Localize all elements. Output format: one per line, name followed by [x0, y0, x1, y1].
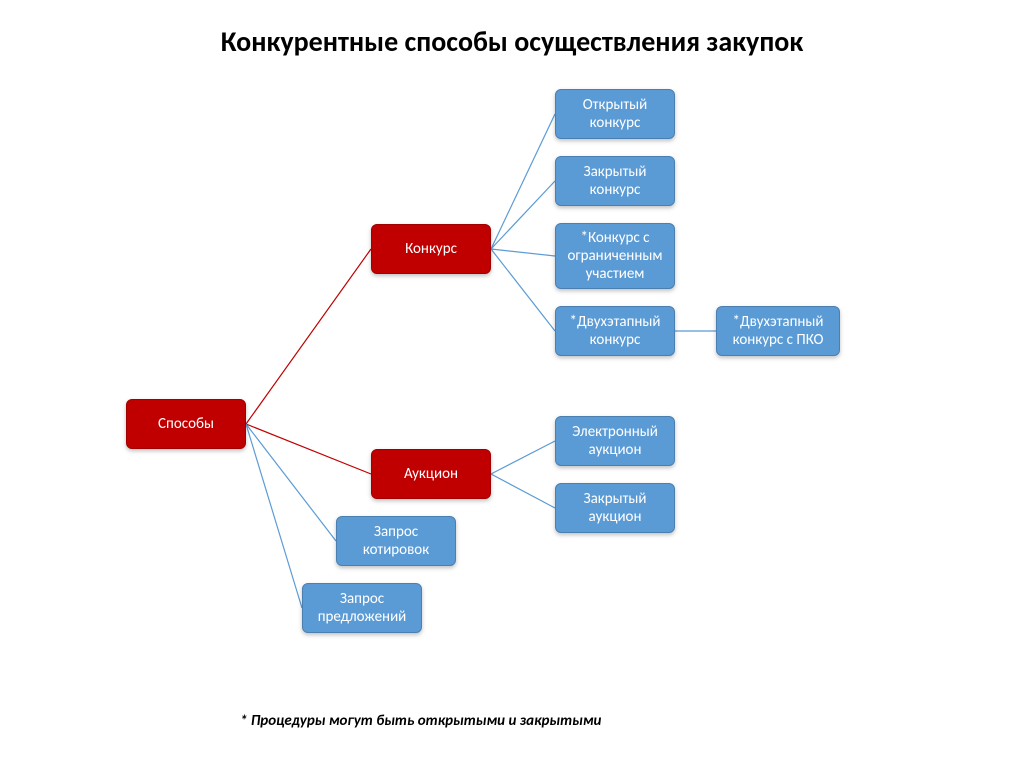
footnote: * Процедуры могут быть открытыми и закры…: [240, 712, 601, 730]
node-pred: Запрос предложений: [302, 583, 422, 633]
node-two_pko: *Двухэтапный конкурс с ПКО: [716, 306, 840, 356]
node-ogr_k: *Конкурс с ограниченным участием: [555, 223, 675, 289]
node-auktsion: Аукцион: [371, 449, 491, 499]
edges-layer: [0, 0, 1024, 768]
node-konkurs: Конкурс: [371, 224, 491, 274]
node-two_k: *Двухэтапный конкурс: [555, 306, 675, 356]
page-title: Конкурентные способы осуществления закуп…: [0, 24, 1024, 59]
edge-auktsion-closed_auk: [491, 474, 555, 508]
node-closed_k: Закрытый конкурс: [555, 156, 675, 206]
node-open_k: Открытый конкурс: [555, 89, 675, 139]
node-kot: Запрос котировок: [336, 516, 456, 566]
diagram-canvas: Конкурентные способы осуществления закуп…: [0, 0, 1024, 768]
edge-root-konkurs: [246, 249, 371, 424]
edge-auktsion-e_auk: [491, 441, 555, 474]
edge-konkurs-open_k: [491, 114, 555, 249]
edge-konkurs-ogr_k: [491, 249, 555, 256]
edge-konkurs-two_k: [491, 249, 555, 331]
node-root: Способы: [126, 399, 246, 449]
edge-root-auktsion: [246, 424, 371, 474]
node-closed_auk: Закрытый аукцион: [555, 483, 675, 533]
node-e_auk: Электронный аукцион: [555, 416, 675, 466]
edge-root-kot: [246, 424, 336, 541]
edge-root-pred: [246, 424, 302, 608]
edge-konkurs-closed_k: [491, 181, 555, 249]
